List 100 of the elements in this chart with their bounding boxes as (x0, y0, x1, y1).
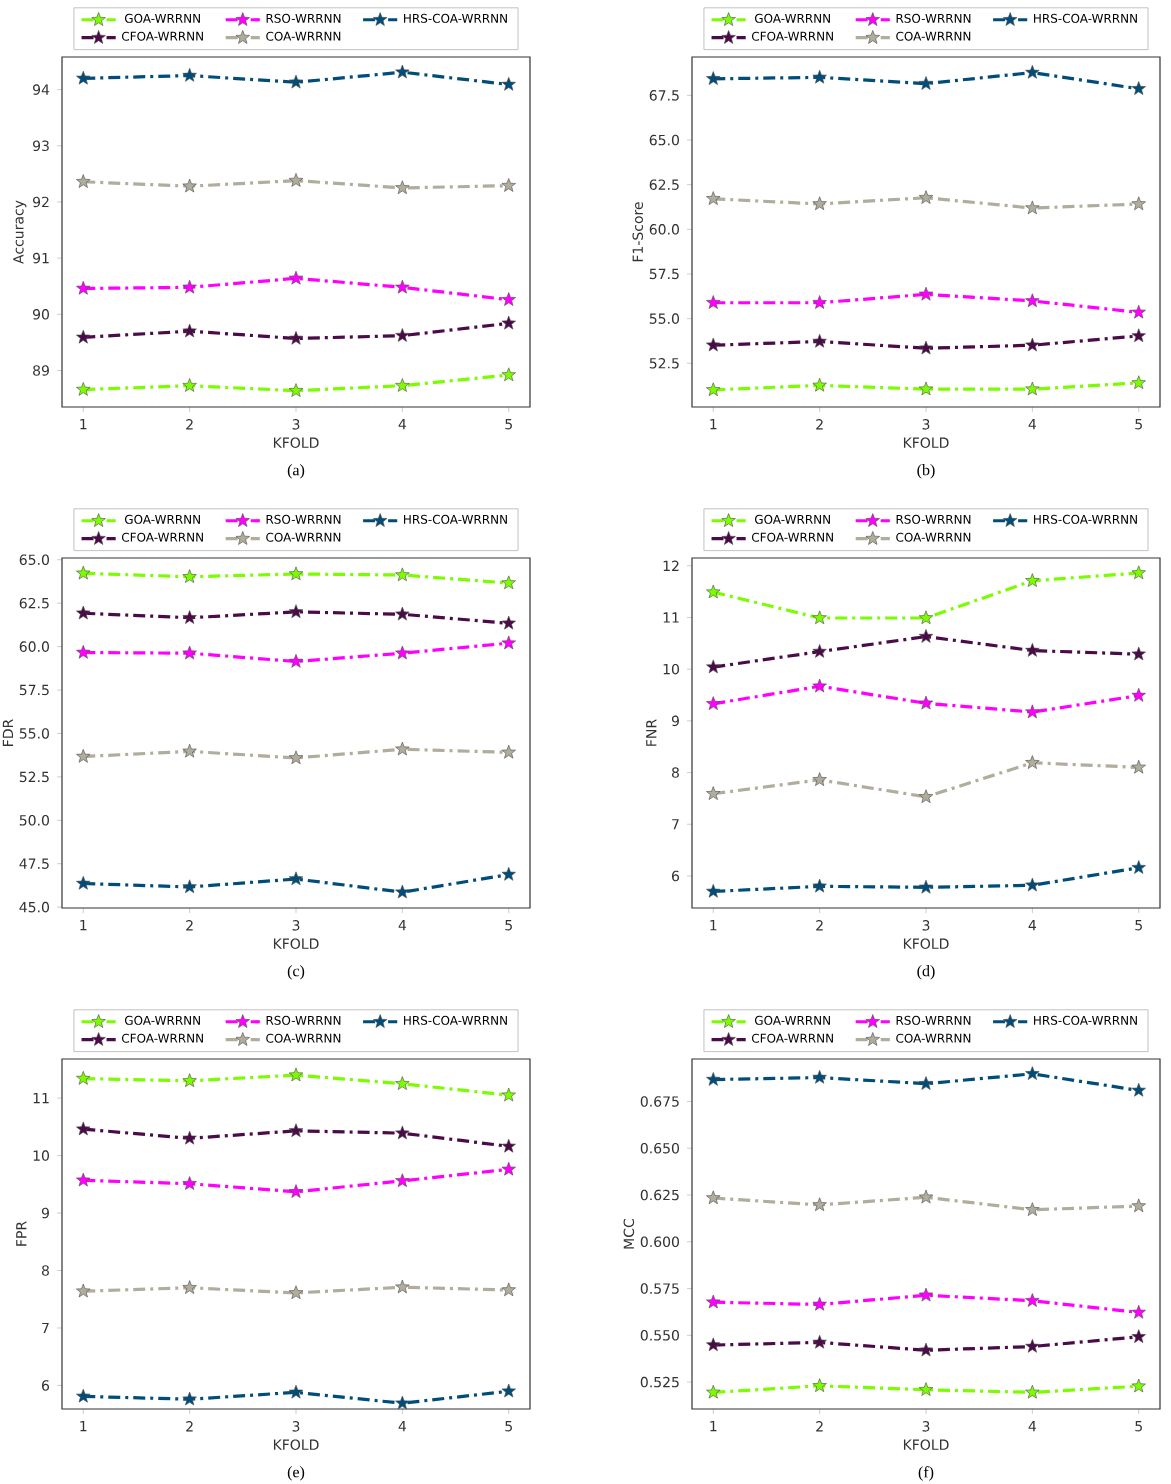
point (395, 1173, 410, 1187)
y-tick-label: 93 (33, 140, 49, 152)
x-tick-label: 2 (186, 419, 193, 430)
text: (b) (917, 464, 935, 479)
legend-label: HRS-COA-WRRNN (404, 13, 507, 23)
legend-label: RSO-WRRNN (896, 514, 971, 524)
point (288, 270, 304, 285)
legend-label: GOA-WRRNN (754, 514, 830, 524)
point (501, 635, 516, 650)
legend-label: CFOA-WRRNN (751, 1033, 833, 1043)
point (182, 879, 197, 894)
point (288, 1384, 304, 1399)
y-tick-label: 0.625 (640, 1189, 679, 1201)
y-tick-label: 91 (33, 252, 49, 264)
point (288, 383, 304, 397)
legend-label: CFOA-WRRNN (751, 532, 833, 542)
point (1025, 65, 1040, 79)
y-axis-title: F1-Score (632, 202, 644, 262)
x-tick-label: 2 (816, 1421, 823, 1432)
point (1025, 337, 1040, 352)
point (501, 744, 516, 759)
y-tick-label: 50.0 (19, 815, 49, 826)
legend-label: CFOA-WRRNN (121, 31, 203, 41)
point (501, 866, 516, 881)
x-tick-label: 1 (80, 920, 87, 931)
point (706, 191, 721, 205)
legend-label: HRS-COA-WRRNN (1034, 514, 1137, 524)
point (395, 1125, 410, 1140)
point (395, 567, 410, 582)
point (918, 190, 934, 204)
point (812, 69, 827, 84)
x-axis-title: KFOLD (903, 938, 949, 949)
point (182, 610, 197, 624)
legend-label: GOA-WRRNN (124, 514, 200, 524)
legend-label: RSO-WRRNN (896, 13, 971, 23)
point (288, 1123, 304, 1137)
y-tick-label: 6 (42, 1380, 50, 1391)
x-tick-label: 2 (816, 419, 823, 430)
point (1131, 196, 1146, 211)
point (76, 876, 91, 890)
point (76, 1283, 91, 1298)
x-tick-label: 3 (922, 920, 930, 931)
point (918, 879, 934, 894)
legend-label: COA-WRRNN (896, 31, 971, 41)
point (182, 68, 197, 82)
point (501, 1383, 516, 1398)
x-tick-label: 4 (398, 920, 407, 931)
point (1131, 860, 1146, 874)
point (812, 196, 827, 211)
point (182, 1130, 197, 1145)
point (812, 295, 827, 309)
point (501, 1138, 516, 1153)
point (812, 333, 827, 348)
y-tick-label: 89 (33, 365, 49, 376)
y-tick-label: 45.0 (19, 901, 49, 913)
point (76, 1172, 91, 1187)
point (76, 749, 91, 763)
point (1131, 1304, 1146, 1319)
y-axis-title: FNR (646, 719, 657, 746)
point (288, 566, 304, 581)
point (76, 645, 91, 659)
point (1131, 328, 1146, 343)
point (76, 174, 91, 188)
x-tick-label: 4 (1028, 419, 1037, 430)
point (812, 377, 827, 392)
point (501, 178, 516, 192)
point (182, 1176, 197, 1190)
y-tick-label: 9 (671, 715, 679, 727)
point (812, 644, 827, 658)
text: (e) (287, 1466, 305, 1481)
y-tick-label: 92 (33, 196, 49, 208)
legend-label: COA-WRRNN (266, 31, 341, 41)
point (706, 1384, 721, 1399)
point (1025, 704, 1040, 719)
y-tick-label: 0.550 (640, 1330, 679, 1341)
legend-label: COA-WRRNN (266, 532, 341, 542)
point (918, 1382, 934, 1396)
y-tick-label: 11 (33, 1093, 49, 1104)
point (76, 329, 91, 344)
point (76, 565, 91, 580)
point (501, 1161, 516, 1176)
legend-label: HRS-COA-WRRNN (404, 514, 507, 524)
point (76, 1121, 91, 1136)
point (288, 74, 304, 89)
point (706, 337, 721, 352)
point (812, 1197, 827, 1212)
point (182, 645, 197, 660)
y-tick-label: 11 (663, 612, 679, 623)
y-tick-label: 8 (671, 767, 679, 778)
x-tick-label: 2 (186, 920, 193, 931)
point (501, 615, 516, 630)
legend-label: GOA-WRRNN (754, 13, 830, 23)
point (1025, 1339, 1040, 1353)
point (501, 575, 516, 590)
point (918, 76, 934, 90)
point (76, 280, 91, 295)
x-axis-title: KFOLD (273, 1439, 319, 1450)
point (706, 1072, 721, 1086)
point (706, 382, 721, 396)
point (1025, 381, 1040, 396)
